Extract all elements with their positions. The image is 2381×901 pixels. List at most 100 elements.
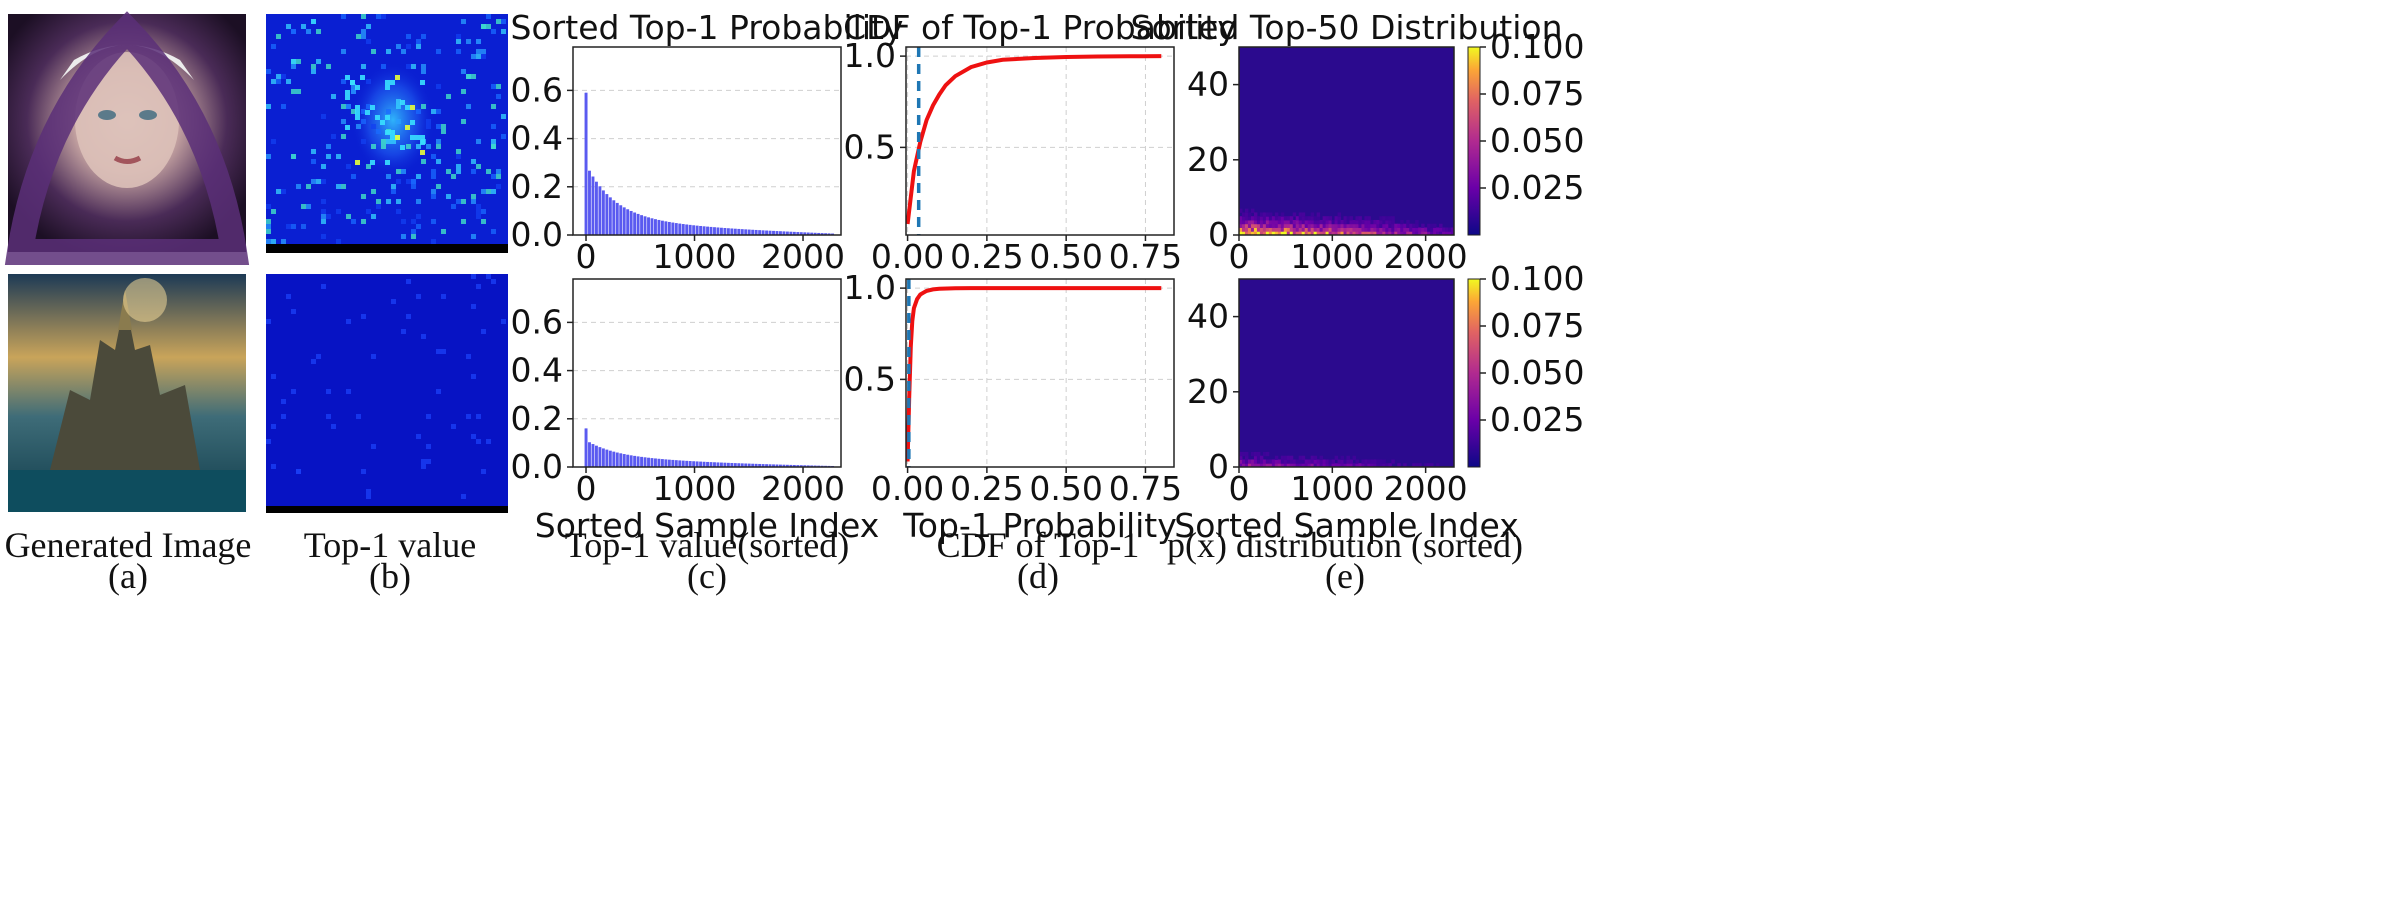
- heatmap-cell: [1364, 223, 1368, 228]
- bar: [601, 448, 605, 467]
- heatmap-cell: [1307, 463, 1312, 468]
- heatmap-cell: [1271, 227, 1276, 232]
- bar: [799, 465, 803, 467]
- heat-pixel: [361, 219, 366, 224]
- heatmap-cell: [1364, 459, 1368, 464]
- heat-pixel: [410, 120, 415, 125]
- x-tick-label: 2000: [1384, 237, 1468, 276]
- heatmap-cell: [1352, 231, 1356, 236]
- heatmap-cell: [1310, 227, 1315, 232]
- heatmap-cell: [1256, 219, 1261, 225]
- heat-pixel: [406, 34, 411, 39]
- heatmap-cell: [1355, 223, 1359, 228]
- bar: [657, 219, 661, 235]
- heatmap-cell: [1241, 227, 1246, 232]
- heatmap-cell: [1346, 219, 1350, 225]
- heat-pixel: [271, 464, 276, 469]
- heatmap-cell: [1430, 227, 1434, 232]
- heatmap-cell: [1334, 463, 1339, 468]
- heat-pixel: [276, 34, 281, 39]
- heat-pixel: [311, 179, 316, 184]
- heat-pixel: [371, 354, 376, 359]
- heat-pixel: [471, 274, 476, 279]
- heatmap-cell: [1301, 216, 1306, 221]
- heat-pixel: [286, 294, 291, 299]
- heat-pixel: [396, 99, 401, 104]
- x-axis-label: Top-1 Probability: [902, 506, 1177, 545]
- heat-pixel: [461, 494, 466, 499]
- heatmap-cell: [1385, 216, 1389, 221]
- heatmap-cell: [1370, 223, 1374, 228]
- heatmap-cell: [1424, 227, 1428, 232]
- heat-pixel: [411, 229, 416, 234]
- heat-pixel: [391, 184, 396, 189]
- heat-pixel: [400, 100, 405, 105]
- heat-pixel: [361, 109, 366, 114]
- heatmap-cell: [1283, 223, 1288, 228]
- heat-pixel: [446, 194, 451, 199]
- heat-pixel: [456, 199, 461, 204]
- heatmap-cell: [1385, 227, 1389, 232]
- heat-pixel: [291, 224, 296, 229]
- heat-pixel: [316, 59, 321, 64]
- bar: [608, 197, 612, 235]
- heat-pixel: [371, 444, 376, 449]
- heat-pixel: [266, 69, 271, 74]
- chart-c6: 0.100 0.075 0.050 0.025 0 1000 2000 0 20 40 Sorted…: [1174, 259, 1584, 545]
- heatmap-cell: [1239, 223, 1243, 228]
- heatmap-cell: [1346, 231, 1350, 236]
- heatmap-cell: [1433, 231, 1437, 236]
- heatmap-cell: [1325, 219, 1330, 225]
- bar: [636, 456, 640, 467]
- heatmap-cell: [1262, 463, 1267, 468]
- heatmap-cell: [1412, 463, 1416, 468]
- heat-pixel: [316, 29, 321, 34]
- heatmap-cell: [1307, 219, 1312, 225]
- heat-pixel: [321, 114, 326, 119]
- heatmap-cell: [1412, 227, 1416, 232]
- heatmap-cell: [1316, 216, 1321, 221]
- heat-pixel: [386, 199, 391, 204]
- heat-pixel: [436, 139, 441, 144]
- heatmap-cell: [1313, 216, 1318, 221]
- heatmap-cell: [1262, 212, 1267, 217]
- caption-c-title: Top-1 value(sorted): [565, 525, 849, 565]
- bar: [633, 455, 637, 467]
- heatmap-cell: [1367, 223, 1371, 228]
- heatmap-cell: [1244, 227, 1249, 232]
- heatmap-cell: [1283, 455, 1288, 460]
- heatmap-cell: [1259, 231, 1264, 236]
- heat-pixel: [345, 90, 350, 95]
- heatmap-cell: [1280, 212, 1285, 217]
- heatmap-cell: [1373, 219, 1377, 225]
- heatmap-cell: [1328, 463, 1333, 468]
- bar: [751, 229, 755, 235]
- heat-pixel: [316, 179, 321, 184]
- heatmap-cell: [1268, 223, 1273, 228]
- heat-pixel: [476, 139, 481, 144]
- heatmap-cell: [1253, 231, 1258, 236]
- heatmap-cell: [1403, 463, 1407, 468]
- heatmap-cell: [1313, 231, 1318, 236]
- x-tick-label: 0.75: [1109, 237, 1182, 276]
- heat-pixel: [411, 219, 416, 224]
- heatmap-cell: [1337, 463, 1342, 468]
- heatmap-background: [1239, 279, 1454, 467]
- heat-pixel: [486, 14, 491, 19]
- bar: [754, 463, 758, 467]
- heatmap-cell: [1370, 227, 1374, 232]
- heatmap-cell: [1358, 219, 1362, 225]
- heat-pixel: [355, 160, 360, 165]
- heat-pixel: [286, 224, 291, 229]
- heatmap-cell: [1409, 227, 1413, 232]
- bar: [772, 230, 775, 235]
- bar: [688, 224, 692, 235]
- plot-frame: [572, 278, 842, 468]
- heatmap-cell: [1259, 455, 1264, 460]
- heatmap-cell: [1364, 463, 1368, 468]
- heatmap-cell: [1268, 459, 1273, 464]
- heat-pixel: [341, 14, 346, 19]
- bar: [585, 92, 588, 236]
- heatmap-cell: [1274, 459, 1279, 464]
- y-tick-label: 1.0: [844, 36, 896, 75]
